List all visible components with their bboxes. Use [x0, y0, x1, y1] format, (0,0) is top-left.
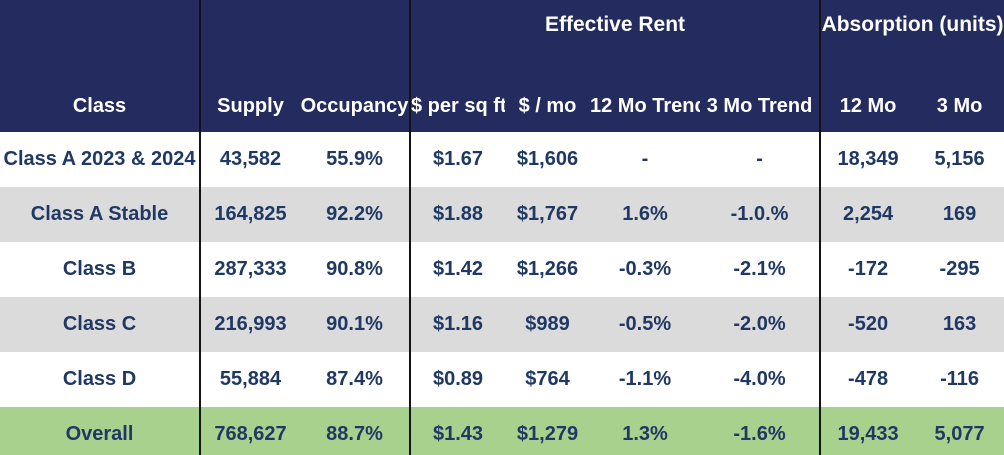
table-cell: 88.7% — [300, 407, 410, 455]
table-cell: 1.3% — [590, 407, 700, 455]
table-cell: -172 — [819, 242, 916, 297]
table-row-class-d: Class D 55,884 87.4% $0.89 $764 -1.1% -4… — [0, 352, 1004, 407]
row-header: Class C — [0, 297, 200, 352]
table-cell: $1,266 — [505, 242, 590, 297]
table-cell: $1,279 — [505, 407, 590, 455]
table-row-class-b: Class B 287,333 90.8% $1.42 $1,266 -0.3%… — [0, 242, 1004, 297]
table-cell: 5,156 — [915, 132, 1004, 187]
table-cell: 87.4% — [300, 352, 410, 407]
group-header-blank-class — [0, 0, 200, 50]
table-header: Effective Rent Absorption (units) Class … — [0, 0, 1004, 132]
table-cell: -295 — [915, 242, 1004, 297]
table-cell: -1.0.% — [700, 187, 821, 242]
table-cell: 1.6% — [590, 187, 700, 242]
table-cell: -478 — [819, 352, 916, 407]
group-header-absorption-units: Absorption (units) — [819, 0, 1004, 50]
table-cell: -520 — [819, 297, 916, 352]
table-cell: - — [590, 132, 700, 187]
column-header-supply: Supply — [199, 50, 300, 132]
table-cell: -1.1% — [590, 352, 700, 407]
table-cell: $1.42 — [409, 242, 505, 297]
table-cell: $0.89 — [409, 352, 505, 407]
table-cell: $1,606 — [505, 132, 590, 187]
table-cell: $764 — [505, 352, 590, 407]
group-header-row: Effective Rent Absorption (units) — [0, 0, 1004, 50]
table-cell: -0.3% — [590, 242, 700, 297]
table-cell: 43,582 — [199, 132, 300, 187]
table-body: Class A 2023 & 2024 43,582 55.9% $1.67 $… — [0, 132, 1004, 455]
row-header: Overall — [0, 407, 200, 455]
table-cell: -2.0% — [700, 297, 821, 352]
table-cell: 19,433 — [819, 407, 916, 455]
table-cell: 216,993 — [199, 297, 300, 352]
table-row-class-c: Class C 216,993 90.1% $1.16 $989 -0.5% -… — [0, 297, 1004, 352]
column-header-12mo: 12 Mo — [819, 50, 916, 132]
column-header-per-mo: $ / mo — [505, 50, 590, 132]
table-cell: -4.0% — [700, 352, 821, 407]
row-header: Class A 2023 & 2024 — [0, 132, 200, 187]
table-cell: 90.1% — [300, 297, 410, 352]
table-cell: $1.43 — [409, 407, 505, 455]
table-cell: 90.8% — [300, 242, 410, 297]
column-header-class: Class — [0, 50, 200, 132]
row-header: Class A Stable — [0, 187, 200, 242]
table-cell: 768,627 — [199, 407, 300, 455]
table-row-class-a-stable: Class A Stable 164,825 92.2% $1.88 $1,76… — [0, 187, 1004, 242]
group-header-effective-rent: Effective Rent — [408, 0, 821, 50]
table-cell: 2,254 — [819, 187, 916, 242]
table-cell: 55,884 — [199, 352, 300, 407]
table-cell: 164,825 — [199, 187, 300, 242]
group-header-blank-supply-occupancy — [199, 0, 410, 50]
column-header-3mo-trend: 3 Mo Trend — [700, 50, 821, 132]
table-cell: -0.5% — [590, 297, 700, 352]
table-cell: 163 — [915, 297, 1004, 352]
column-header-per-sq-ft: $ per sq ft — [409, 50, 505, 132]
table-cell: -2.1% — [700, 242, 821, 297]
row-header: Class B — [0, 242, 200, 297]
table-cell: -1.6% — [700, 407, 821, 455]
table-row-class-a-2023-2024: Class A 2023 & 2024 43,582 55.9% $1.67 $… — [0, 132, 1004, 187]
column-header-row: Class Supply Occupancy $ per sq ft $ / m… — [0, 50, 1004, 132]
table-cell: 55.9% — [300, 132, 410, 187]
table-cell: 92.2% — [300, 187, 410, 242]
row-header: Class D — [0, 352, 200, 407]
table-cell: 287,333 — [199, 242, 300, 297]
table-cell: - — [700, 132, 821, 187]
table-cell: $989 — [505, 297, 590, 352]
table-cell: $1.16 — [409, 297, 505, 352]
table-row-overall: Overall 768,627 88.7% $1.43 $1,279 1.3% … — [0, 407, 1004, 455]
column-header-3mo: 3 Mo — [915, 50, 1004, 132]
column-header-12mo-trend: 12 Mo Trend — [590, 50, 700, 132]
table-cell: 18,349 — [819, 132, 916, 187]
table-cell: $1,767 — [505, 187, 590, 242]
table-cell: $1.67 — [409, 132, 505, 187]
table-cell: -116 — [915, 352, 1004, 407]
table-cell: 169 — [915, 187, 1004, 242]
table-cell: $1.88 — [409, 187, 505, 242]
column-header-occupancy: Occupancy — [300, 50, 410, 132]
table-cell: 5,077 — [915, 407, 1004, 455]
